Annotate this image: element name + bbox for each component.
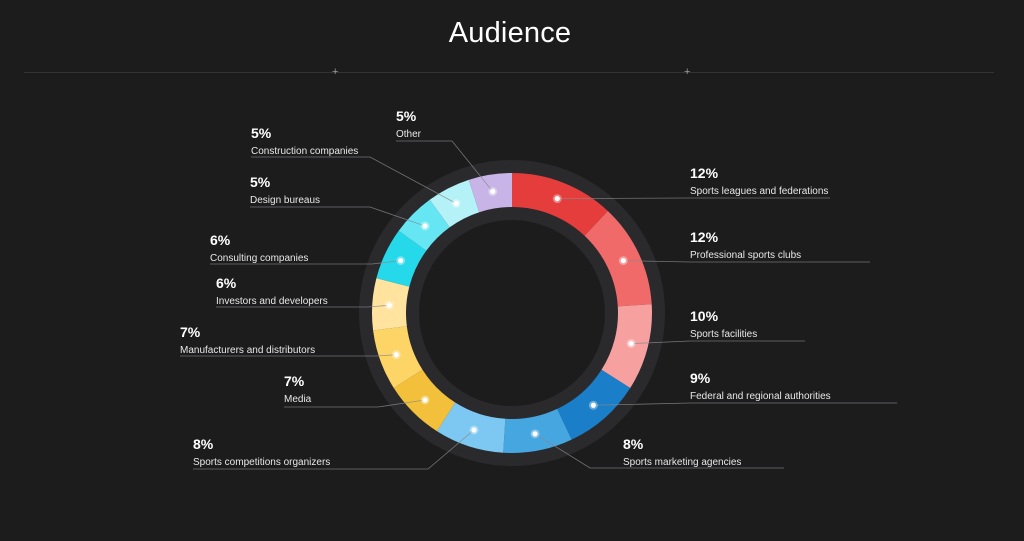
- plus-marker-icon: +: [332, 66, 339, 78]
- leader-line: [557, 197, 830, 200]
- slice-value-label: 12%: [690, 165, 719, 181]
- slice-value-label: 12%: [690, 229, 719, 245]
- donut-slice: [373, 326, 423, 389]
- slice-category-label: Investors and developers: [216, 296, 328, 307]
- slice-value-label: 5%: [250, 174, 271, 190]
- slice-category-label: Design bureaus: [250, 195, 320, 206]
- slice-category-label: Other: [396, 129, 422, 140]
- slice-marker-dot: [422, 397, 428, 403]
- slice-marker-dot: [628, 340, 634, 347]
- slice-category-label: Manufacturers and distributors: [180, 345, 315, 356]
- slice-value-label: 9%: [690, 370, 711, 386]
- slice-marker-dot: [554, 196, 560, 202]
- slice-category-label: Construction companies: [251, 146, 358, 157]
- donut-slice: [436, 402, 506, 453]
- donut-slice: [584, 210, 652, 307]
- plus-marker-icon: +: [684, 66, 691, 78]
- leader-line: [631, 340, 805, 344]
- slice-category-label: Professional sports clubs: [690, 250, 801, 261]
- slice-value-label: 8%: [623, 436, 644, 452]
- slice-category-label: Sports marketing agencies: [623, 457, 741, 468]
- leader-line: [396, 140, 494, 192]
- leader-line: [593, 402, 897, 406]
- slice-marker-dot: [490, 188, 496, 195]
- slice-category-label: Sports facilities: [690, 329, 757, 340]
- divider-line: [24, 72, 994, 73]
- slice-value-label: 7%: [180, 324, 201, 340]
- leader-line: [216, 304, 390, 308]
- slice-marker-dot: [620, 258, 626, 264]
- slice-marker-dot: [393, 352, 399, 358]
- slice-marker-dot: [471, 427, 477, 433]
- slice-marker-dot: [453, 200, 459, 207]
- slice-category-label: Sports competitions organizers: [193, 457, 330, 468]
- slice-value-label: 10%: [690, 308, 719, 324]
- slice-marker-dot: [386, 302, 392, 308]
- donut-slice: [468, 173, 512, 213]
- slice-marker-dot: [422, 223, 428, 229]
- slice-value-label: 5%: [396, 108, 417, 124]
- slice-category-label: Sports leagues and federations: [690, 186, 828, 197]
- slice-marker-dot: [532, 431, 538, 437]
- slice-value-label: 6%: [216, 275, 237, 291]
- donut-slice: [503, 408, 572, 453]
- donut-slice: [512, 173, 608, 236]
- slice-value-label: 5%: [251, 125, 272, 141]
- slice-value-label: 6%: [210, 232, 231, 248]
- slice-value-label: 7%: [284, 373, 305, 389]
- leader-line: [284, 399, 426, 408]
- leader-line: [180, 354, 397, 357]
- slice-category-label: Federal and regional authorities: [690, 391, 831, 402]
- leader-line: [250, 206, 426, 227]
- slice-marker-dot: [398, 258, 404, 264]
- slice-category-label: Media: [284, 394, 312, 405]
- leader-line: [623, 260, 870, 263]
- page-title: Audience: [448, 17, 572, 49]
- donut-slice: [601, 304, 652, 389]
- leader-line: [193, 429, 475, 470]
- leader-line: [210, 260, 401, 265]
- slice-category-label: Consulting companies: [210, 253, 308, 264]
- leader-line: [534, 433, 784, 469]
- slice-value-label: 8%: [193, 436, 214, 452]
- leader-line: [251, 156, 457, 204]
- slice-marker-dot: [590, 402, 596, 408]
